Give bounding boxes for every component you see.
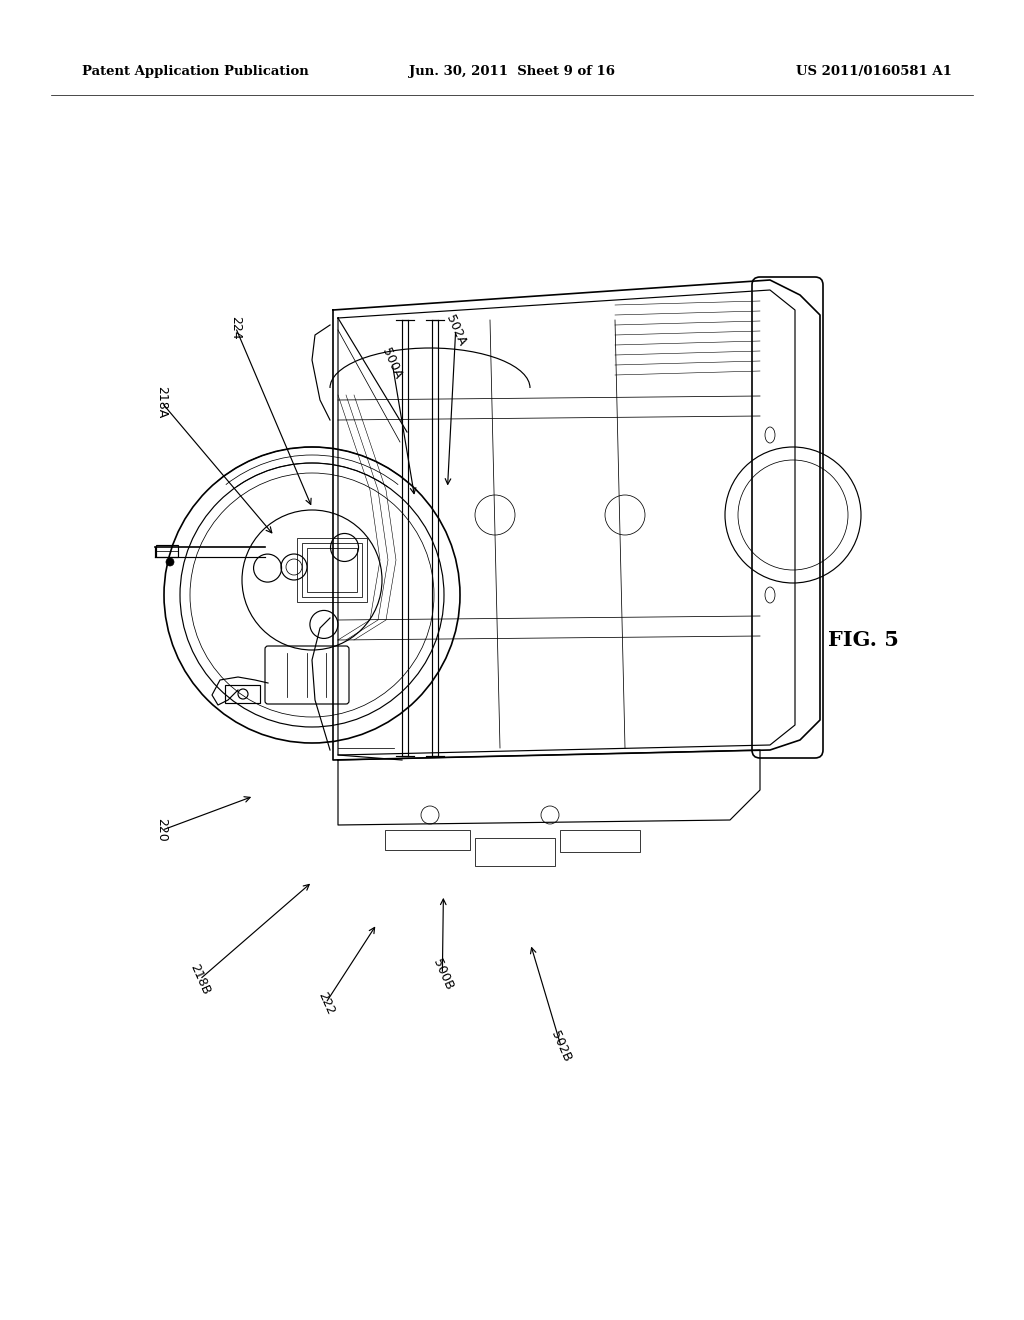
Text: 502A: 502A [443, 313, 468, 347]
Bar [297, 539, 367, 602]
Text: 218B: 218B [187, 962, 212, 997]
Circle shape [166, 558, 174, 566]
Text: 220: 220 [156, 818, 168, 842]
Bar [385, 830, 470, 850]
Text: 224: 224 [229, 315, 242, 339]
Text: 222: 222 [315, 990, 336, 1016]
Text: 500A: 500A [380, 346, 404, 380]
Bar [560, 830, 640, 851]
Bar [302, 543, 362, 597]
Text: Patent Application Publication: Patent Application Publication [82, 66, 308, 78]
Bar [156, 545, 178, 557]
Text: 218A: 218A [156, 387, 168, 418]
Text: US 2011/0160581 A1: US 2011/0160581 A1 [797, 66, 952, 78]
Text: 502B: 502B [549, 1030, 573, 1064]
Text: 500B: 500B [430, 957, 455, 991]
Bar [307, 548, 357, 591]
Bar [225, 685, 260, 704]
Text: FIG. 5: FIG. 5 [827, 630, 899, 649]
Bar [475, 838, 555, 866]
Text: Jun. 30, 2011  Sheet 9 of 16: Jun. 30, 2011 Sheet 9 of 16 [409, 66, 615, 78]
